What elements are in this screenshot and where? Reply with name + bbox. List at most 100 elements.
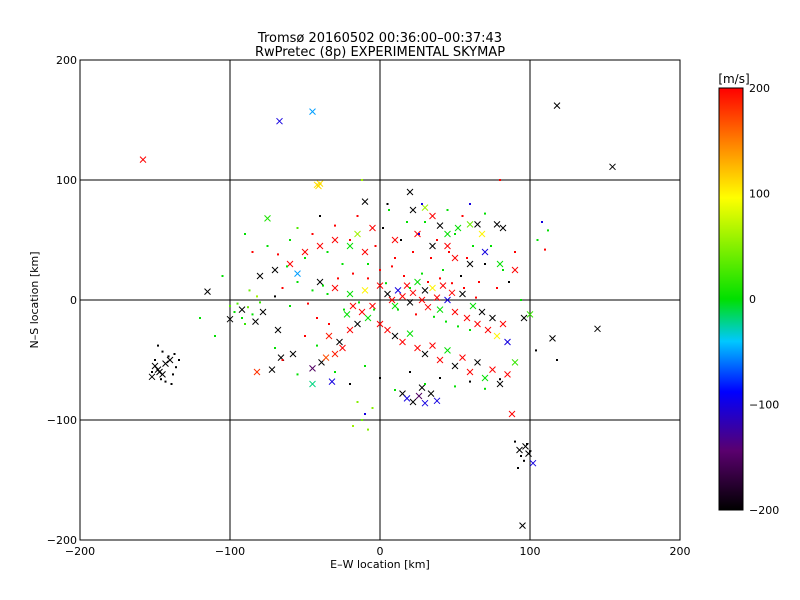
data-point-cross — [162, 360, 169, 367]
data-point-cross — [336, 338, 343, 346]
data-point-cross — [451, 308, 459, 316]
data-point-dot — [379, 269, 381, 271]
data-point-dot — [457, 325, 459, 328]
data-point-dot — [349, 383, 351, 385]
data-point-dot — [233, 311, 236, 313]
data-point-cross — [609, 163, 616, 171]
data-point-cross — [406, 188, 414, 196]
data-point-cross — [325, 332, 333, 340]
data-point-dot — [499, 179, 501, 181]
data-point-cross — [549, 335, 556, 342]
data-point-cross — [322, 354, 330, 361]
data-point-dot — [328, 323, 330, 325]
data-point-cross — [415, 392, 423, 400]
data-point-cross — [484, 326, 492, 334]
data-point-dot — [304, 335, 306, 337]
data-point-dot — [241, 317, 243, 319]
data-point-dot — [517, 467, 519, 469]
data-point-cross — [421, 204, 429, 211]
chart-title: Tromsø 20160502 00:36:00–00:37:43 — [257, 31, 502, 46]
y-tick-label: −200 — [47, 534, 77, 547]
data-point-dot — [157, 344, 159, 347]
data-point-dot — [289, 305, 291, 307]
plot-frame — [79, 59, 681, 541]
data-point-cross — [256, 272, 264, 280]
data-point-cross — [433, 397, 441, 405]
data-point-cross — [433, 294, 441, 301]
data-point-cross — [268, 366, 276, 373]
data-point-dot — [469, 203, 471, 205]
data-point-dot — [523, 459, 525, 462]
data-point-cross — [414, 344, 421, 352]
data-point-cross — [474, 320, 481, 328]
data-point-cross — [376, 320, 384, 328]
data-point-dot — [427, 281, 429, 283]
data-point-dot — [170, 383, 173, 385]
data-point-dot — [367, 263, 369, 265]
data-point-cross — [516, 446, 523, 454]
data-point-dot — [199, 317, 201, 319]
data-point-cross — [409, 398, 417, 406]
data-point-cross — [388, 296, 396, 304]
data-point-cross — [444, 242, 451, 250]
data-point-cross — [384, 290, 391, 298]
y-axis-label: N–S location [km] — [28, 251, 41, 348]
data-point-cross — [496, 380, 504, 388]
data-point-cross — [331, 284, 339, 292]
data-point-dot — [442, 269, 444, 271]
data-point-dot — [164, 380, 167, 383]
data-point-dot — [490, 245, 492, 247]
data-point-dot — [277, 253, 279, 256]
data-point-dot — [514, 440, 516, 443]
data-point-cross — [276, 117, 283, 125]
data-point-dot — [547, 229, 549, 232]
data-point-dot — [400, 239, 402, 241]
data-point-cross — [346, 326, 354, 334]
data-point-cross — [478, 308, 486, 316]
data-point-dot — [386, 203, 389, 205]
data-point-cross — [331, 350, 339, 358]
data-point-dot — [172, 373, 174, 376]
data-point-dot — [154, 359, 156, 361]
data-point-cross — [274, 326, 282, 334]
data-point-cross — [529, 459, 537, 467]
data-point-dot — [391, 265, 393, 268]
data-point-cross — [418, 384, 426, 391]
data-point-dot — [256, 295, 258, 298]
data-point-cross — [315, 182, 322, 190]
data-point-cross — [139, 156, 147, 163]
data-point-dot — [281, 359, 284, 361]
data-point-cross — [361, 287, 369, 294]
data-point-dot — [469, 329, 471, 331]
data-point-dot — [520, 455, 522, 457]
colorbar-tick-label: 0 — [749, 293, 756, 306]
data-point-cross — [463, 314, 471, 322]
data-point-dot — [244, 233, 246, 235]
x-tick-label: −100 — [215, 545, 245, 558]
data-point-cross — [271, 266, 279, 274]
data-point-cross — [414, 278, 421, 286]
data-point-dot — [175, 366, 177, 369]
data-point-dot — [296, 227, 299, 229]
data-point-dot — [178, 359, 180, 361]
data-point-cross — [309, 365, 316, 372]
data-point-dot — [445, 320, 447, 323]
data-point-dot — [484, 263, 486, 265]
data-point-cross — [553, 102, 561, 109]
colorbar-tick-label: 100 — [749, 188, 770, 201]
data-point-dot — [356, 401, 359, 403]
data-point-dot — [358, 301, 360, 304]
data-point-dot — [173, 353, 176, 355]
data-point-dot — [161, 350, 164, 353]
data-point-cross — [361, 198, 369, 205]
data-point-cross — [403, 395, 411, 402]
x-tick-label: 100 — [520, 545, 541, 558]
data-point-dot — [424, 383, 426, 385]
data-point-dot — [214, 335, 216, 337]
data-point-dot — [266, 245, 269, 247]
data-point-cross — [474, 221, 481, 228]
data-point-dot — [326, 251, 329, 253]
data-point-cross — [148, 373, 156, 381]
data-point-dot — [430, 257, 432, 259]
